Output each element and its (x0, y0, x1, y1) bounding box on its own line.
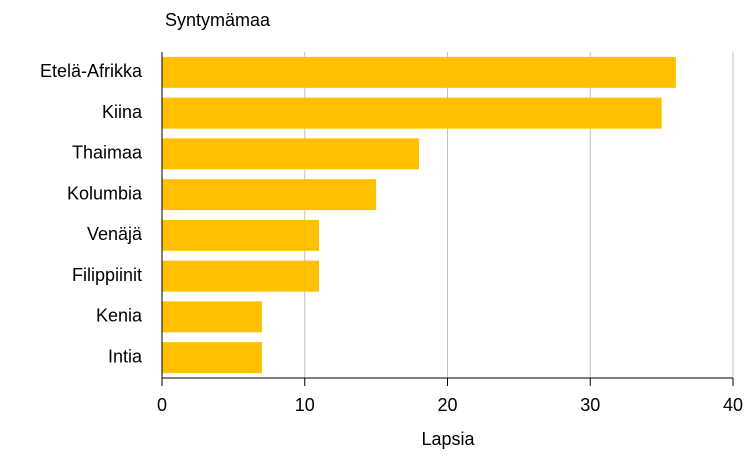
y-tick-label: Thaimaa (72, 143, 143, 163)
x-axis-label: Lapsia (421, 429, 475, 449)
bar (162, 260, 320, 292)
x-tick-label: 0 (157, 395, 167, 415)
y-tick-label: Intia (108, 346, 143, 366)
y-tick-label: Kenia (96, 306, 143, 326)
y-tick-label: Etelä-Afrikka (40, 61, 143, 81)
x-tick-label: 30 (580, 395, 600, 415)
y-tick-label: Filippiinit (72, 265, 142, 285)
x-tick-label: 10 (295, 395, 315, 415)
bar (162, 301, 262, 333)
y-tick-label: Venäjä (87, 224, 143, 244)
y-axis-label: Syntymämaa (165, 10, 271, 30)
bar (162, 97, 662, 129)
bar (162, 56, 676, 88)
bar (162, 179, 377, 211)
bar (162, 342, 262, 374)
y-tick-label: Kolumbia (67, 183, 143, 203)
x-tick-label: 40 (723, 395, 743, 415)
x-tick-label: 20 (437, 395, 457, 415)
bar (162, 138, 419, 170)
bar (162, 219, 320, 251)
y-tick-label: Kiina (102, 102, 143, 122)
